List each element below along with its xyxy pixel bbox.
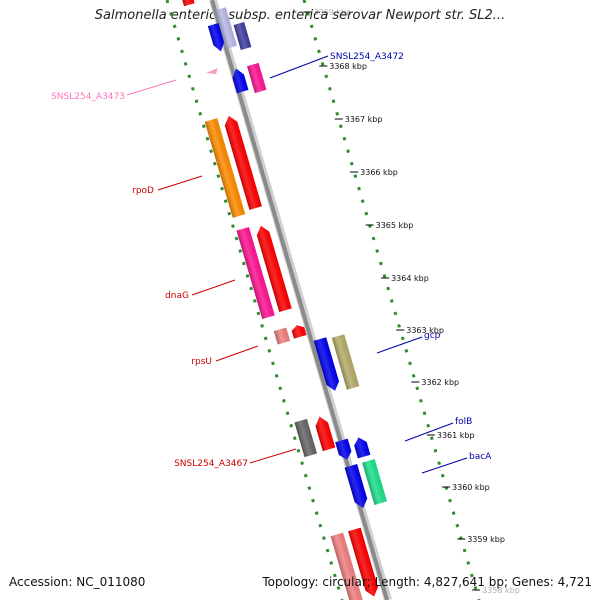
gene-feature <box>236 227 275 319</box>
gene-shading <box>215 7 238 49</box>
tick-label: 3361 kbp <box>437 431 475 440</box>
gene-shading <box>224 115 262 210</box>
tick-label: 3362 kbp <box>421 378 459 387</box>
tick-label: 3363 kbp <box>406 326 444 335</box>
gene-shading <box>256 225 292 313</box>
tick-label: 3369 kbp <box>314 8 352 17</box>
gene-shading <box>247 62 267 94</box>
leader-line <box>376 336 423 354</box>
gene-shading <box>335 438 352 460</box>
gene-feature <box>294 418 318 458</box>
tick-label: 3360 kbp <box>452 483 490 492</box>
leader-line <box>157 175 203 191</box>
gene-feature <box>331 334 360 390</box>
tick-label: 3365 kbp <box>376 221 414 230</box>
leader-line <box>191 279 236 296</box>
gene-feature <box>215 7 238 49</box>
gene-feature <box>348 527 379 597</box>
gene-feature <box>233 21 252 51</box>
gene-feature <box>362 459 387 505</box>
leader-line <box>421 457 468 474</box>
gene-shading <box>331 334 360 390</box>
gene-shading <box>204 118 246 218</box>
gene-label[interactable]: bacA <box>469 452 492 462</box>
ticks: 3369 kbp 3368 kbp 3367 kbp 3366 kbp 3365 kbp… <box>303 8 520 595</box>
gene-shading <box>236 227 275 319</box>
leader-line <box>126 79 177 96</box>
gene-feature <box>335 438 352 460</box>
gene-shading <box>273 327 291 345</box>
gene-feature <box>204 118 246 218</box>
gene-shading <box>180 0 195 7</box>
gene-shading <box>232 68 249 94</box>
summary-stats: Topology: circular; Length: 4,827,641 bp… <box>262 575 592 589</box>
guide-left <box>165 0 344 600</box>
gene-shading <box>344 464 368 509</box>
gene-feature <box>330 532 363 600</box>
genes <box>180 0 387 600</box>
gene-feature <box>273 327 291 345</box>
leader-line <box>249 448 297 464</box>
gene-shading <box>233 21 252 51</box>
gene-shading <box>291 325 307 339</box>
guide-right <box>302 0 481 600</box>
tick-label: 3367 kbp <box>345 115 383 124</box>
gene-shading <box>207 23 225 52</box>
gene-shading <box>348 527 379 597</box>
gene-labels: SNSL254_A3472 SNSL254_A3473 rpoD dnaG rpsU gc… <box>51 52 492 474</box>
tick-label: 3359 kbp <box>467 535 505 544</box>
tick-label: 3366 kbp <box>360 168 398 177</box>
dotted-guides <box>165 0 481 600</box>
tick-label: 3358 kbp <box>482 586 520 595</box>
gene-feature <box>247 62 267 94</box>
gene-shading <box>354 437 371 459</box>
gene-feature <box>344 464 368 509</box>
gene-feature <box>256 225 292 313</box>
gene-shading <box>315 416 336 452</box>
gene-label[interactable]: gcp <box>424 331 441 341</box>
gene-feature <box>291 325 307 339</box>
tick-label: 3364 kbp <box>391 274 429 283</box>
gene-label[interactable]: dnaG <box>165 291 189 301</box>
gene-marker <box>206 68 218 74</box>
gene-feature <box>232 68 249 94</box>
gene-shading <box>362 459 387 505</box>
gene-feature <box>354 437 371 459</box>
gene-label[interactable]: folB <box>455 417 472 427</box>
accession-text: Accession: NC_011080 <box>9 575 146 589</box>
gene-feature <box>315 416 336 452</box>
gene-feature <box>207 23 225 52</box>
leader-line <box>269 55 329 79</box>
gene-feature <box>180 0 195 7</box>
gene-label[interactable]: SNSL254_A3467 <box>174 459 248 469</box>
gene-label[interactable]: rpoD <box>132 186 154 196</box>
gene-shading <box>294 418 318 458</box>
gene-shading <box>330 532 363 600</box>
gene-feature <box>313 337 340 391</box>
page-title: Salmonella enterica subsp. enterica sero… <box>94 8 506 23</box>
tick-label: 3368 kbp <box>329 62 367 71</box>
gene-label[interactable]: rpsU <box>191 357 212 367</box>
gene-shading <box>313 337 340 391</box>
gene-label[interactable]: SNSL254_A3473 <box>51 92 125 102</box>
leader-line <box>215 345 259 362</box>
gene-feature <box>224 115 262 210</box>
leader-line <box>404 422 454 442</box>
gene-label[interactable]: SNSL254_A3472 <box>330 52 404 62</box>
